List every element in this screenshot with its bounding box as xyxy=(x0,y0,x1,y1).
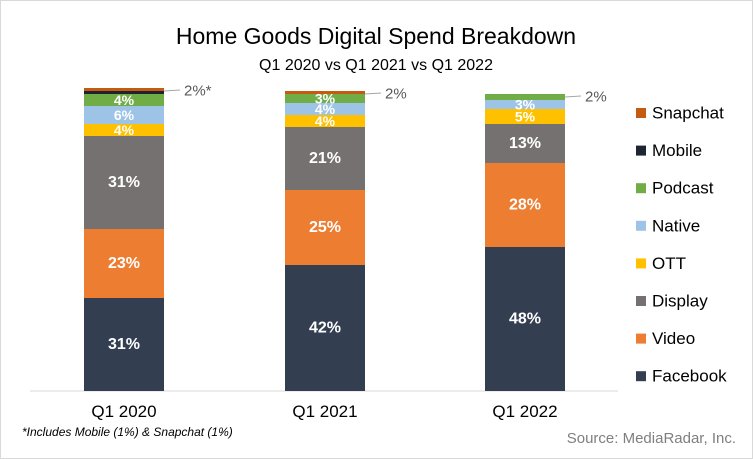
bar-facebook-q1-2020 xyxy=(84,298,164,391)
bar-podcast-q1-2020 xyxy=(84,94,164,106)
legend-swatch-video xyxy=(636,333,646,344)
legend-label-display: Display xyxy=(652,292,708,311)
data-label-native-q1-2022: 3% xyxy=(515,97,536,113)
legend-label-facebook: Facebook xyxy=(652,367,727,386)
data-label-facebook-q1-2022: 48% xyxy=(509,311,541,328)
bar-facebook-q1-2021 xyxy=(285,265,365,391)
bar-mobile-q1-2020 xyxy=(84,91,164,94)
legend-label-mobile: Mobile xyxy=(652,141,702,160)
data-label-native-q1-2020: 6% xyxy=(114,107,135,123)
callout-label-q1-2021: 2% xyxy=(385,86,407,103)
bar-ott-q1-2020 xyxy=(84,124,164,136)
data-label-ott-q1-2021: 4% xyxy=(315,113,336,129)
bar-podcast-q1-2022 xyxy=(485,94,565,100)
legend-label-snapchat: Snapchat xyxy=(652,104,724,123)
x-tick-label-q1-2022: Q1 2022 xyxy=(492,402,557,421)
bar-display-q1-2021 xyxy=(285,127,365,190)
data-label-video-q1-2022: 28% xyxy=(509,197,541,214)
bar-native-q1-2021 xyxy=(285,103,365,115)
callout-leader-q1-2022 xyxy=(564,95,582,98)
data-label-display-q1-2021: 21% xyxy=(309,150,341,167)
legend-label-ott: OTT xyxy=(652,254,686,273)
bar-snapchat-q1-2020 xyxy=(84,88,164,91)
source-note: Source: MediaRadar, Inc. xyxy=(567,430,736,447)
chart-subtitle: Q1 2020 vs Q1 2021 vs Q1 2022 xyxy=(259,57,493,74)
legend-label-podcast: Podcast xyxy=(652,179,714,198)
x-tick-labels: Q1 2020 Q1 2021 Q1 2022 xyxy=(91,402,557,421)
x-tick-label-q1-2021: Q1 2021 xyxy=(292,402,357,421)
bar-native-q1-2020 xyxy=(84,106,164,124)
data-label-podcast-q1-2020: 4% xyxy=(114,92,135,108)
legend-swatch-display xyxy=(636,296,646,306)
bar-snapchat-q1-2021 xyxy=(285,91,365,94)
data-label-ott-q1-2020: 4% xyxy=(114,122,135,138)
legend-swatch-facebook xyxy=(636,371,646,382)
legend-swatch-podcast xyxy=(636,183,646,194)
footnote: *Includes Mobile (1%) & Snapchat (1%) xyxy=(22,425,233,439)
legend-swatch-snapchat xyxy=(636,108,646,118)
bar-video-q1-2021 xyxy=(285,190,365,265)
bars-group: 31%23%31%4%6%4%42%25%21%4%4%3%48%28%13%5… xyxy=(84,88,565,391)
legend-label-native: Native xyxy=(652,216,700,235)
bar-native-q1-2022 xyxy=(485,100,565,109)
legend-label-video: Video xyxy=(652,329,695,348)
data-label-facebook-q1-2020: 31% xyxy=(108,336,140,353)
legend: Snapchat Mobile Podcast Native OTT Display Vid… xyxy=(636,104,727,386)
bar-video-q1-2022 xyxy=(485,163,565,247)
bar-podcast-q1-2021 xyxy=(285,94,365,103)
legend-swatch-ott xyxy=(636,258,646,269)
data-label-video-q1-2020: 23% xyxy=(108,255,140,272)
data-label-video-q1-2021: 25% xyxy=(309,219,341,236)
callouts-group: 2%* 2% 2% xyxy=(163,83,607,106)
data-label-display-q1-2020: 31% xyxy=(108,174,140,191)
bar-ott-q1-2022 xyxy=(485,109,565,124)
x-tick-label-q1-2020: Q1 2020 xyxy=(91,402,156,421)
data-label-display-q1-2022: 13% xyxy=(509,135,541,152)
callout-label-q1-2020: 2%* xyxy=(184,83,212,100)
bar-ott-q1-2021 xyxy=(285,115,365,127)
bar-video-q1-2020 xyxy=(84,229,164,298)
legend-swatch-mobile xyxy=(636,145,646,156)
data-label-podcast-q1-2021: 3% xyxy=(315,91,336,107)
data-label-facebook-q1-2021: 42% xyxy=(309,320,341,337)
chart-title: Home Goods Digital Spend Breakdown xyxy=(176,23,576,49)
bar-display-q1-2020 xyxy=(84,136,164,229)
bar-display-q1-2022 xyxy=(485,124,565,163)
bar-facebook-q1-2022 xyxy=(485,247,565,391)
callout-label-q1-2022: 2% xyxy=(585,89,607,106)
callout-leader-q1-2021 xyxy=(364,92,382,95)
data-label-ott-q1-2022: 5% xyxy=(515,109,536,125)
data-label-native-q1-2021: 4% xyxy=(315,101,336,117)
callout-leader-q1-2020 xyxy=(163,89,181,92)
legend-swatch-native xyxy=(636,220,646,231)
